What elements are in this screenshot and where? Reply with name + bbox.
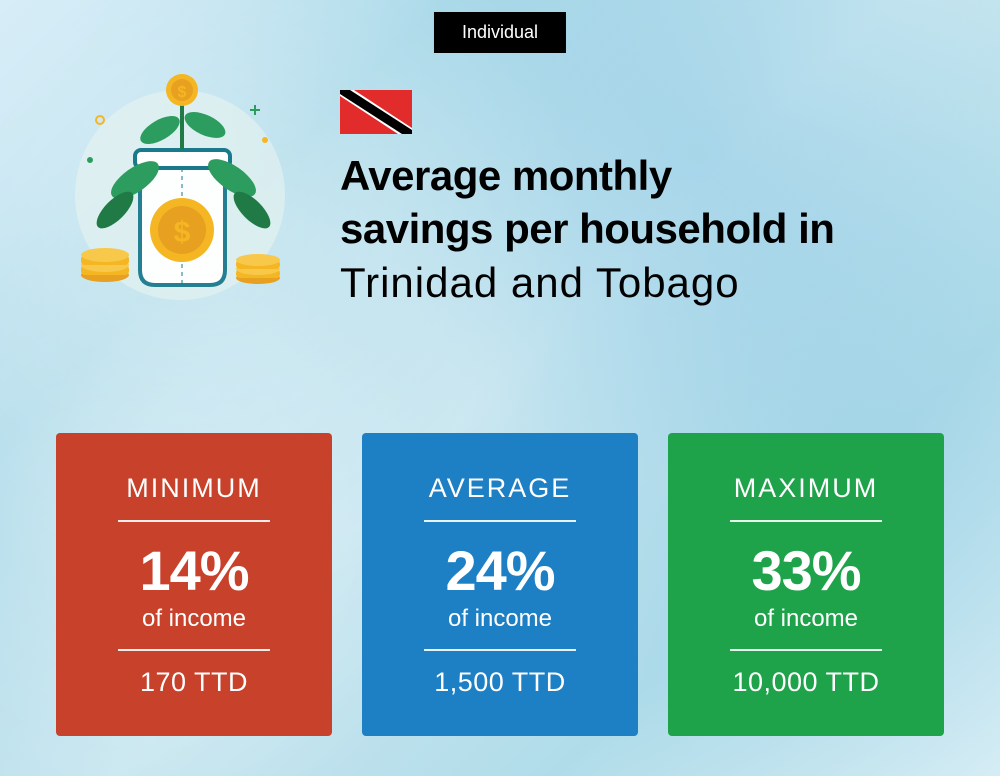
card-percent: 33% (698, 538, 914, 603)
title-line-1: Average monthly (340, 150, 960, 203)
card-divider (118, 649, 269, 651)
card-divider (424, 520, 575, 522)
card-amount: 1,500 TTD (392, 667, 608, 698)
stat-card-maximum: MAXIMUM 33% of income 10,000 TTD (668, 433, 944, 736)
card-sub: of income (698, 605, 914, 633)
card-percent: 14% (86, 538, 302, 603)
card-label: AVERAGE (392, 473, 608, 504)
savings-illustration: $ $ (60, 70, 300, 310)
svg-text:$: $ (174, 216, 191, 249)
title-country: Trinidad and Tobago (340, 259, 960, 307)
card-label: MINIMUM (86, 473, 302, 504)
title-line-2: savings per household in (340, 203, 960, 256)
country-flag-icon (340, 90, 412, 134)
title-block: Average monthly savings per household in… (340, 150, 960, 307)
card-sub: of income (392, 605, 608, 633)
stat-card-average: AVERAGE 24% of income 1,500 TTD (362, 433, 638, 736)
card-divider (730, 520, 881, 522)
card-percent: 24% (392, 538, 608, 603)
category-badge: Individual (434, 12, 566, 53)
card-divider (424, 649, 575, 651)
svg-text:$: $ (178, 84, 187, 101)
card-divider (118, 520, 269, 522)
card-label: MAXIMUM (698, 473, 914, 504)
card-amount: 170 TTD (86, 667, 302, 698)
card-divider (730, 649, 881, 651)
card-amount: 10,000 TTD (698, 667, 914, 698)
stat-cards-row: MINIMUM 14% of income 170 TTD AVERAGE 24… (56, 433, 944, 736)
card-sub: of income (86, 605, 302, 633)
stat-card-minimum: MINIMUM 14% of income 170 TTD (56, 433, 332, 736)
